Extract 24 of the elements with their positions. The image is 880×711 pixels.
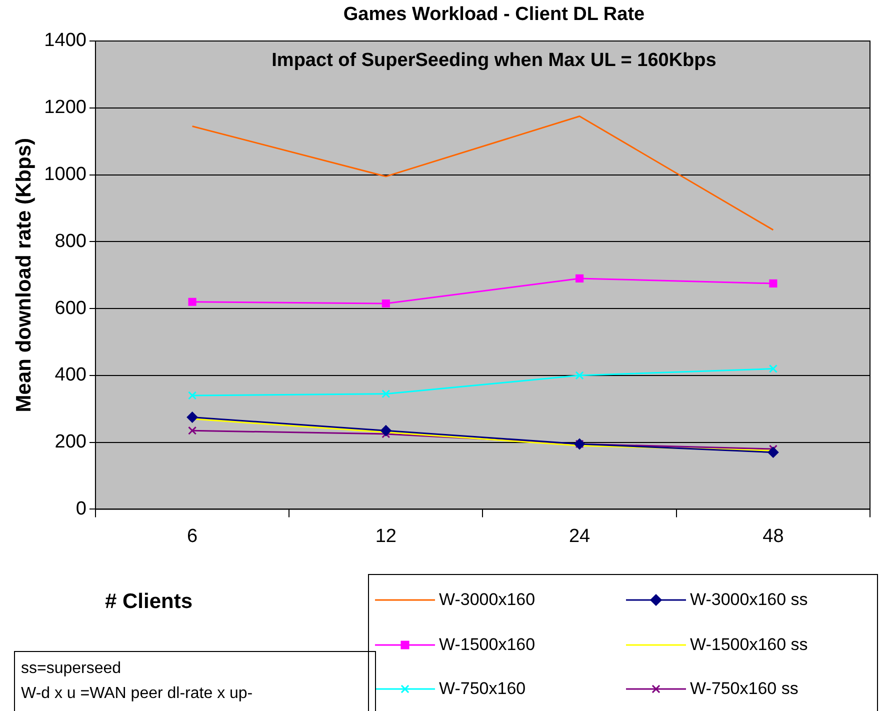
legend-label: W-3000x160 [439, 590, 536, 610]
y-tick-label: 0 [76, 498, 86, 520]
x-tick-label: 48 [762, 526, 784, 547]
x-tick-label: 12 [375, 526, 396, 547]
y-tick-label: 400 [54, 364, 86, 386]
chart-title: Games Workload - Client DL Rate [342, 4, 646, 26]
text: W-d x u =WAN peer dl-rate x up- [21, 684, 254, 704]
legend-label: W-1500x160 [439, 634, 536, 655]
y-tick-label: 600 [54, 298, 86, 319]
text: Impact of SuperSeeding when Max UL = 160Kbps [270, 50, 718, 72]
y-tick-label: 200 [54, 432, 86, 453]
y-axis-title: Mean download rate (Kbps) [12, 138, 36, 412]
legend-label: W-1500x160 ss [690, 634, 808, 655]
legend-label: W-750x160 ss [690, 679, 798, 700]
y-tick-label: 1000 [44, 164, 86, 186]
y-tick-label: 1200 [44, 97, 86, 118]
y-tick-label: 1400 [44, 30, 86, 52]
y-tick-label: 800 [54, 230, 86, 252]
legend-label: W-750x160 [439, 679, 526, 700]
x-tick-label: 6 [186, 526, 198, 547]
text: ss=superseed [21, 659, 122, 679]
legend-label: W-3000x160 ss [690, 590, 808, 610]
x-axis-title: # Clients [105, 590, 193, 614]
x-tick-label: 24 [568, 526, 591, 547]
